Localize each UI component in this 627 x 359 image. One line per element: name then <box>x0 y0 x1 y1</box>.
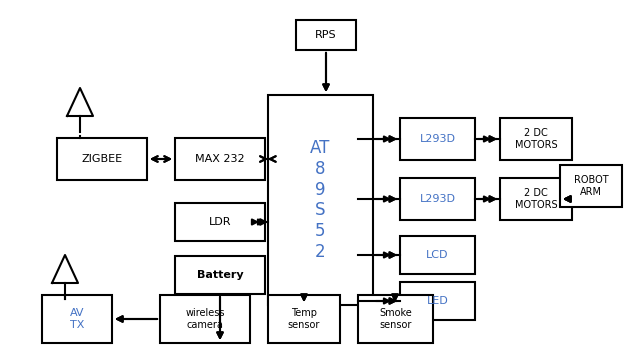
Text: LCD: LCD <box>426 250 449 260</box>
Text: LED: LED <box>426 296 448 306</box>
Text: Battery: Battery <box>197 270 243 280</box>
Text: ROBOT
ARM: ROBOT ARM <box>574 175 608 197</box>
Text: L293D: L293D <box>419 134 455 144</box>
Text: 2 DC
MOTORS: 2 DC MOTORS <box>515 128 557 150</box>
Bar <box>500 178 572 220</box>
Bar <box>268 295 340 343</box>
Bar <box>296 20 356 50</box>
Bar <box>57 138 147 180</box>
Bar <box>160 295 250 343</box>
Text: ZIGBEE: ZIGBEE <box>82 154 122 164</box>
Text: Smoke
sensor: Smoke sensor <box>379 308 412 330</box>
Text: MAX 232: MAX 232 <box>195 154 245 164</box>
Text: Temp
sensor: Temp sensor <box>288 308 320 330</box>
Bar <box>400 118 475 160</box>
Bar <box>175 138 265 180</box>
Text: L293D: L293D <box>419 194 455 204</box>
Text: 2 DC
MOTORS: 2 DC MOTORS <box>515 188 557 210</box>
Text: LDR: LDR <box>209 217 231 227</box>
Bar <box>400 178 475 220</box>
Bar <box>175 203 265 241</box>
Bar <box>500 118 572 160</box>
Bar <box>42 295 112 343</box>
Bar <box>268 95 373 305</box>
Text: AT
8
9
S
5
2: AT 8 9 S 5 2 <box>310 139 330 261</box>
Bar <box>358 295 433 343</box>
Bar <box>175 256 265 294</box>
Text: wireless
camera: wireless camera <box>185 308 224 330</box>
Text: AV
TX: AV TX <box>70 308 84 330</box>
Bar <box>560 165 622 207</box>
Bar <box>400 282 475 320</box>
Text: RPS: RPS <box>315 30 337 40</box>
Bar <box>400 236 475 274</box>
